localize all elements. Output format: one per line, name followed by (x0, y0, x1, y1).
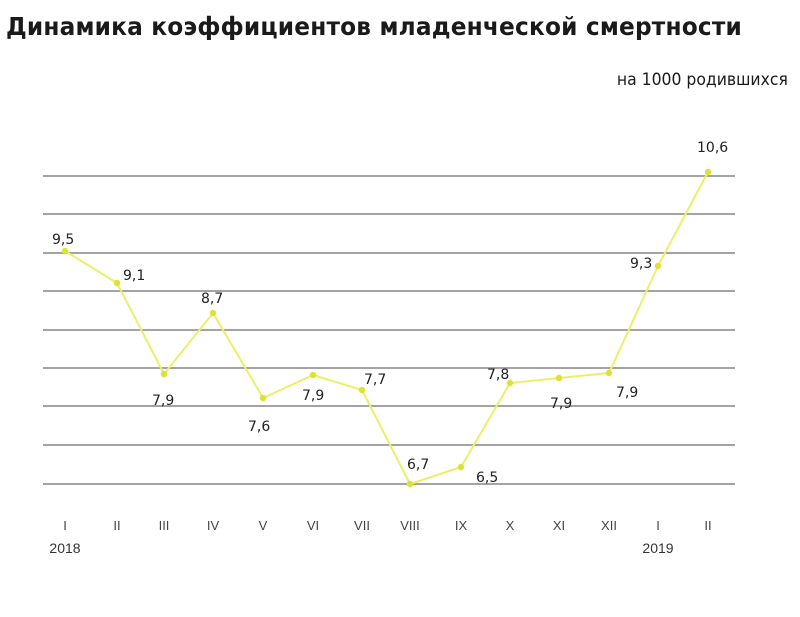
data-point (654, 262, 662, 270)
x-tick-label: I (63, 518, 67, 533)
chart-subtitle: на 1000 родившихся (617, 70, 788, 90)
data-label: 7,9 (302, 388, 324, 404)
x-tick-label: III (159, 518, 170, 533)
chart-title: Динамика коэффициентов младенческой смер… (6, 12, 742, 41)
data-label: 6,7 (407, 457, 429, 473)
data-point (506, 379, 514, 387)
data-label: 7,9 (152, 393, 174, 409)
data-label: 7,9 (616, 385, 638, 401)
data-point (309, 371, 317, 379)
data-point (555, 374, 563, 382)
x-tick-label: X (506, 518, 515, 533)
x-tick-label: VIII (400, 518, 420, 533)
x-axis-labels: I II III IV V VI VII VIII IX X XI XII I II (63, 518, 711, 533)
x-tick-label: II (113, 518, 120, 533)
data-label: 8,7 (201, 291, 223, 307)
series-line (64, 171, 709, 485)
data-label: 7,6 (248, 419, 270, 435)
data-label: 7,8 (487, 367, 509, 383)
year-labels: 2018 2019 (49, 540, 673, 556)
data-point (605, 369, 613, 377)
year-label: 2018 (49, 540, 80, 556)
data-point (259, 394, 267, 402)
data-point (704, 168, 712, 176)
data-label: 9,5 (52, 232, 74, 248)
data-point (209, 309, 217, 317)
x-tick-label: XI (553, 518, 565, 533)
data-label: 7,9 (550, 396, 572, 412)
data-point (358, 386, 366, 394)
data-label: 6,5 (476, 470, 498, 486)
data-point (457, 463, 465, 471)
data-point (113, 279, 121, 287)
x-tick-label: XII (601, 518, 617, 533)
data-label: 9,3 (630, 256, 652, 272)
data-label: 7,7 (364, 372, 386, 388)
x-tick-label: VI (307, 518, 319, 533)
x-tick-label: I (656, 518, 660, 533)
data-point (61, 247, 69, 255)
x-tick-label: II (704, 518, 711, 533)
x-tick-label: VII (354, 518, 370, 533)
year-label: 2019 (642, 540, 673, 556)
data-label: 9,1 (123, 268, 145, 284)
data-point (160, 370, 168, 378)
data-point (406, 480, 414, 488)
data-labels: 9,5 9,1 7,9 8,7 7,6 7,9 7,7 6,7 6,5 7,8 7,9 7,9 9,3 1… (52, 140, 728, 486)
x-tick-label: V (259, 518, 268, 533)
data-label: 10,6 (697, 140, 728, 156)
x-tick-label: IX (455, 518, 468, 533)
data-points (61, 168, 712, 488)
gridlines (43, 175, 735, 485)
x-tick-label: IV (207, 518, 220, 533)
